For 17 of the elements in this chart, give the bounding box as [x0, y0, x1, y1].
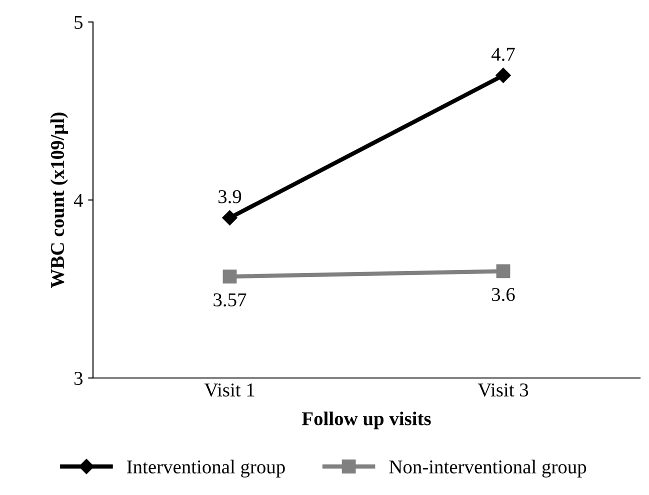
x-axis-title: Follow up visits — [302, 412, 431, 430]
x-tick-label: Visit 3 — [478, 383, 528, 397]
y-tick-label: 4 — [74, 194, 83, 207]
data-label: 3.9 — [218, 190, 242, 204]
point — [496, 68, 511, 83]
data-label: 4.7 — [491, 48, 515, 61]
y-tick-label: 5 — [74, 16, 83, 29]
data-label: 3.57 — [214, 293, 246, 306]
point — [496, 264, 510, 278]
y-axis-title: WBC count (x109/µl) — [50, 112, 68, 288]
point — [222, 210, 238, 226]
point — [222, 270, 237, 284]
legend-label: Non-interventional group — [389, 460, 586, 478]
y-tick-label: 3 — [74, 372, 83, 385]
legend-label: Interventional group — [127, 460, 285, 478]
x-tick-label: Visit 1 — [204, 383, 254, 397]
data-label: 3.6 — [492, 288, 515, 302]
